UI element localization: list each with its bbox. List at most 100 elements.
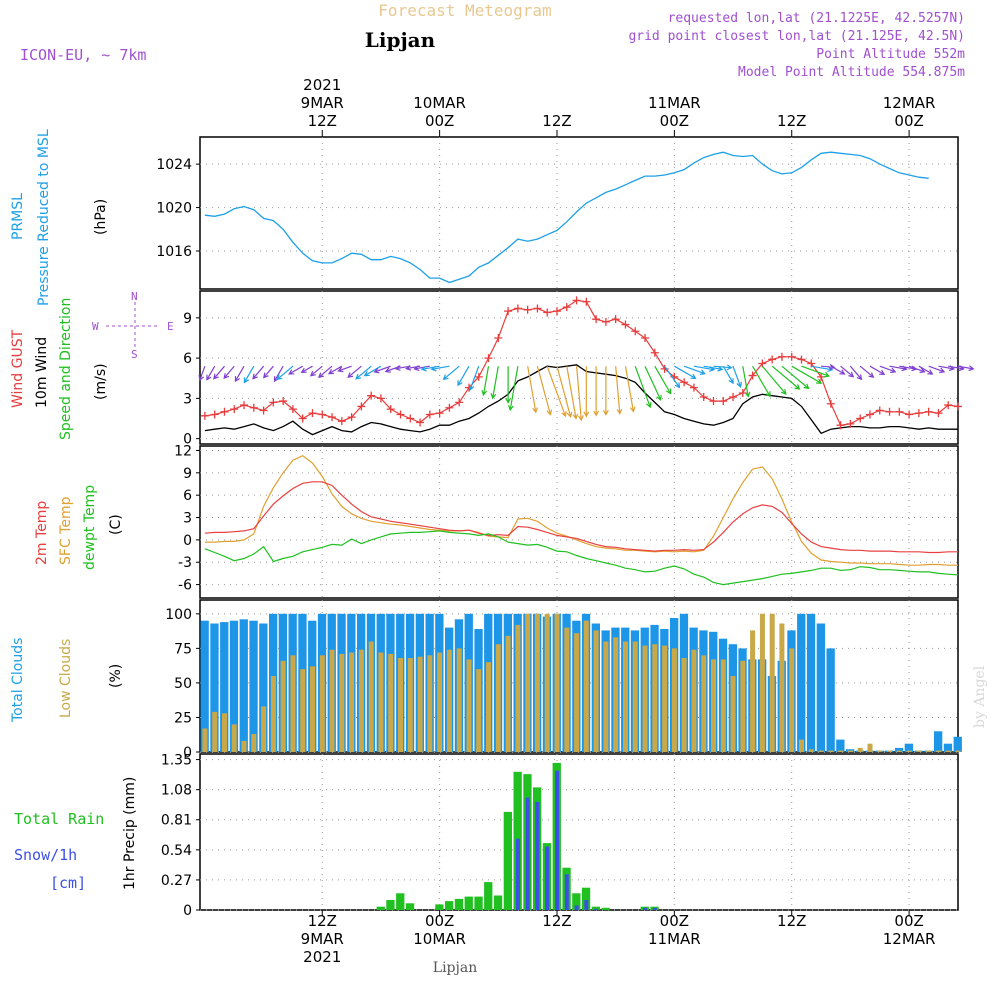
low-cloud-bar [525, 613, 531, 752]
snow-bar [564, 874, 569, 910]
wind-arrow [317, 365, 333, 379]
low-cloud-bar [310, 666, 315, 752]
snow-bar [584, 900, 589, 910]
wind-arrow [566, 366, 579, 420]
gust-marker [768, 355, 777, 364]
temp2m-label: 2m Temp [34, 501, 50, 565]
wind-arrow [276, 365, 294, 381]
gust-marker [416, 418, 425, 427]
gust-marker [367, 391, 376, 400]
clouds-legend: Total Clouds Low Clouds (%) [10, 638, 124, 723]
sfc-temp-line [204, 455, 958, 566]
temp-legend: 2m Temp SFC Temp dewpt Temp (C) [34, 485, 124, 570]
model-altitude: Model Point Altitude 554.875m [738, 65, 965, 80]
wind-ytick-label: 3 [183, 391, 192, 407]
top-time-label: 12Z [308, 112, 337, 130]
requested-coords: requested lon,lat (21.1225E, 42.5257N) [668, 11, 965, 26]
clouds-ytick-label: 50 [174, 676, 192, 692]
bottom-time-label: 2021 [303, 948, 341, 966]
wind-arrow [223, 365, 235, 380]
low-cloud-bar [769, 613, 775, 752]
dewpt-line [204, 530, 959, 586]
snow-bar [555, 770, 559, 910]
wind-arrow [413, 365, 430, 372]
low-cloud-bar [534, 613, 540, 752]
wind-arrow [957, 365, 975, 372]
total-cloud-bar [210, 623, 219, 752]
low-cloud-bar [398, 658, 403, 752]
precip-ytick-label: 1.35 [161, 753, 192, 769]
total-cloud-bar [220, 622, 229, 752]
pressure-line [204, 151, 929, 284]
low-cloud-bar [867, 743, 873, 752]
gust-marker [807, 359, 816, 368]
wind-arrow [602, 366, 609, 416]
low-cloud-bar [955, 750, 961, 752]
low-cloud-bar [652, 644, 658, 752]
wind-arrow [928, 365, 946, 374]
low-cloud-bar [329, 649, 335, 752]
temp-ytick-label: 9 [183, 466, 192, 482]
pressure-ytick-label: 1024 [156, 157, 192, 173]
gust-marker [328, 413, 337, 422]
gust-marker [611, 315, 620, 324]
gust-marker [533, 304, 542, 313]
gust-marker [621, 320, 630, 329]
gust-marker [249, 403, 258, 412]
gust-marker [425, 410, 434, 419]
rain-bar [386, 900, 395, 910]
compass-w: W [92, 320, 99, 333]
bottom-time-label: 00Z [425, 912, 454, 930]
total-cloud-bar [797, 613, 806, 752]
wind-arrow [508, 366, 519, 412]
wind-arrow [288, 365, 304, 375]
low-cloud-bar [750, 630, 756, 752]
gust-marker [865, 410, 874, 419]
pressure-label-prmsl: PRMSL [10, 193, 26, 240]
wind-arrow [624, 366, 636, 413]
wind-arrow [634, 365, 652, 409]
snow-bar [643, 907, 647, 910]
bottom-time-label: 00Z [894, 912, 923, 930]
temp-ytick-label: 0 [183, 533, 192, 549]
low-cloud-bar [222, 713, 227, 752]
low-cloud-bar [642, 645, 648, 752]
compass-n: N [131, 290, 138, 303]
gust-marker [787, 352, 796, 361]
total-cloud-bar [943, 743, 953, 752]
gust-marker [288, 405, 297, 414]
wind-arrow [615, 366, 623, 415]
wind-arrow [468, 365, 480, 391]
snow-bar [545, 846, 550, 910]
gust-marker [230, 405, 239, 414]
low-cloud-bar [613, 637, 619, 752]
wind-arrow [234, 365, 245, 383]
low-cloud-bar [887, 750, 892, 752]
wind-arrow [879, 365, 897, 374]
snow-bar [525, 797, 530, 910]
low-cloud-bar [701, 655, 707, 752]
wind-arrow [811, 365, 834, 372]
gust-marker [513, 304, 522, 313]
gust-marker [601, 317, 610, 326]
rain-bar [454, 898, 464, 910]
low-cloud-bar [476, 669, 482, 752]
low-cloud-bar [300, 669, 306, 752]
gust-marker [631, 327, 640, 336]
wind-arrow [355, 365, 372, 380]
gust-marker [680, 378, 689, 387]
gust-marker [660, 364, 669, 373]
wind-arrow [849, 365, 863, 381]
pressure-unit: (hPa) [93, 199, 109, 235]
low-cloud-bar [828, 750, 834, 752]
low-cloud-bar [280, 660, 286, 752]
gust-marker [592, 315, 601, 324]
wind-arrow [457, 365, 470, 387]
gust-marker [474, 372, 483, 381]
location-title: Lipjan [365, 28, 436, 52]
wind-ytick-label: 0 [183, 432, 192, 448]
wind-arrow [752, 365, 771, 398]
wind-arrow [713, 364, 733, 371]
wind-arrow [206, 365, 216, 381]
